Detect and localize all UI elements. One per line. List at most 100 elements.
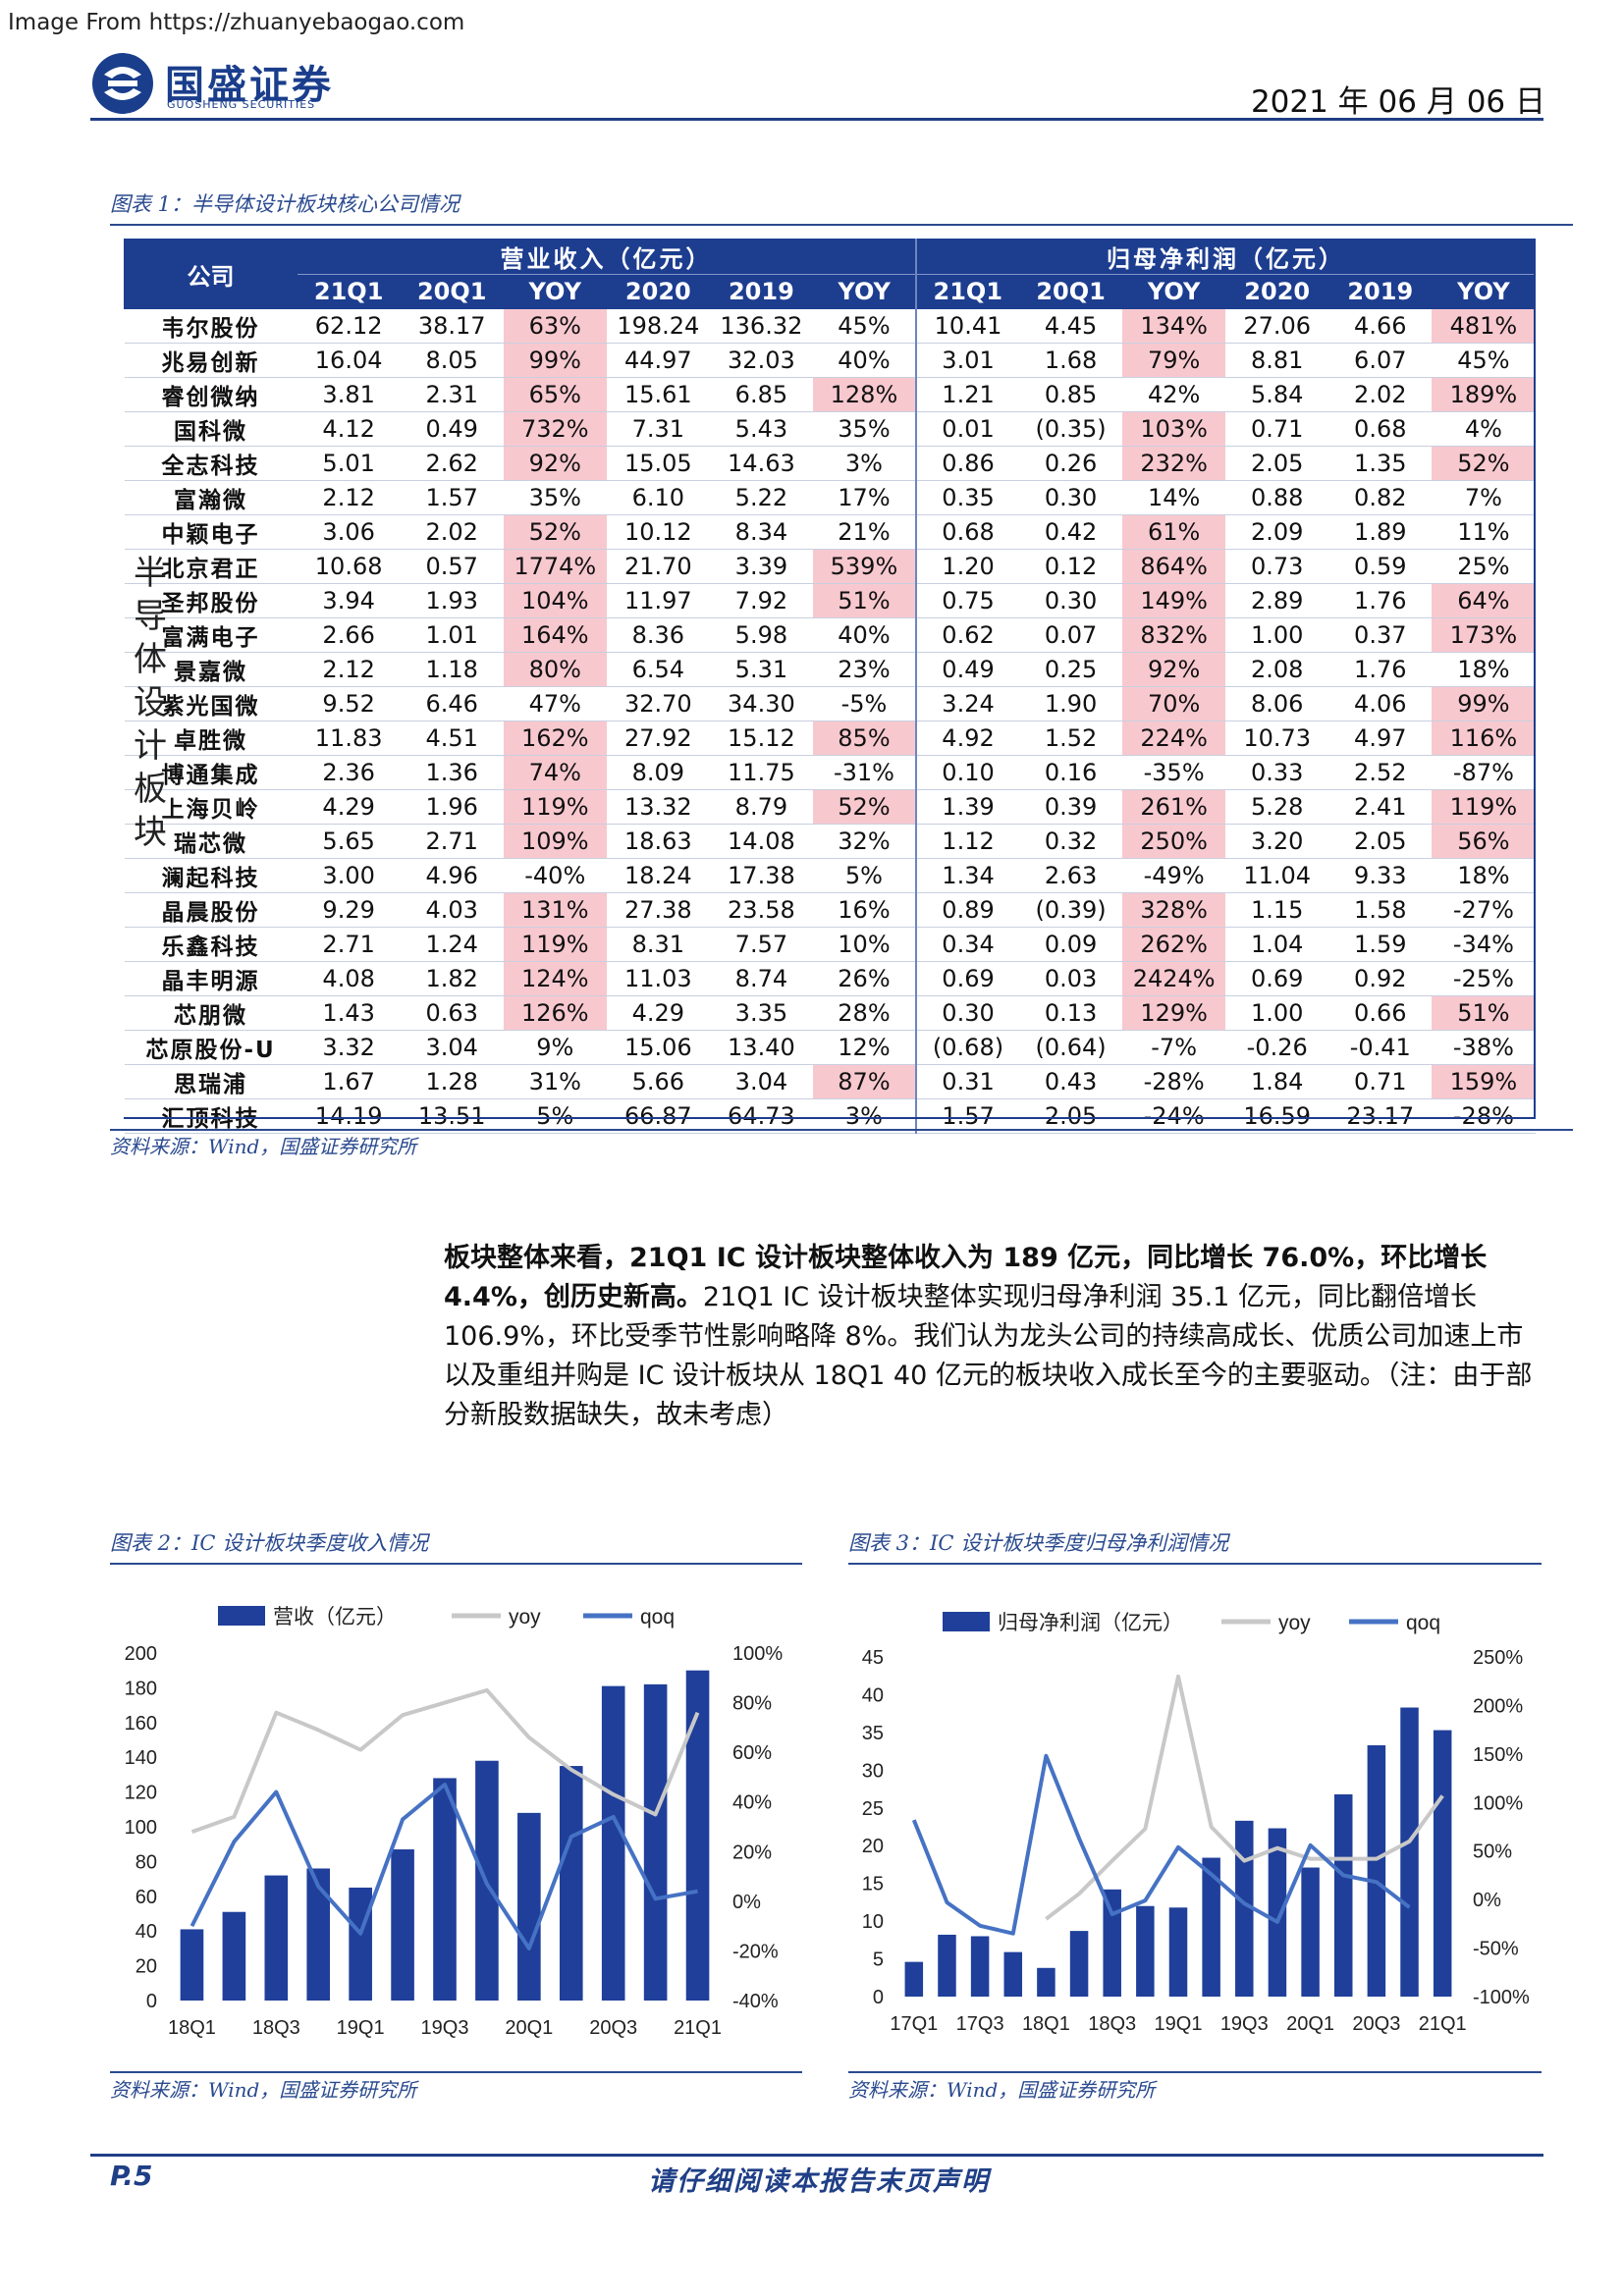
table-row: 博通集成 2.36 1.36 74% 8.09 11.75 -31% 0.10 0.16 -35%… — [124, 755, 1536, 790]
table-cell: 1.00 — [1225, 617, 1329, 653]
table-cell: 8.36 — [606, 617, 710, 653]
col-header: YOY — [1431, 274, 1537, 309]
table-cell: 0.42 — [1019, 514, 1123, 550]
y-left-tick-label: 20 — [862, 1836, 884, 1857]
table-cell: 0.03 — [1019, 961, 1123, 996]
table-cell: 52% — [1432, 446, 1536, 481]
table-cell: 26% — [812, 961, 916, 996]
y-right-tick-label: 150% — [1473, 1744, 1523, 1766]
table-cell: 1.84 — [1225, 1064, 1329, 1099]
company-name: 瑞芯微 — [124, 824, 298, 859]
table-cell: -31% — [812, 755, 916, 790]
y-left-tick-label: 40 — [862, 1684, 884, 1706]
y-left-tick-label: 35 — [862, 1723, 884, 1744]
page-number: P.5 — [110, 2160, 153, 2192]
report-date: 2021 年 06 月 06 日 — [1250, 84, 1545, 120]
bar — [1202, 1857, 1220, 1997]
table-cell: 8.81 — [1225, 343, 1329, 378]
y-right-tick-label: -50% — [1473, 1939, 1519, 1960]
table-cell: 21% — [812, 514, 916, 550]
table-cell: 10.41 — [914, 308, 1020, 344]
table-cell: 4.66 — [1328, 308, 1433, 344]
brand-name-en: GUOSHENG SECURITIES — [167, 98, 316, 111]
table-row: 乐鑫科技 2.71 1.24 119% 8.31 7.57 10% 0.34 0.09 262% 1… — [124, 927, 1536, 962]
table-cell: 1.67 — [297, 1064, 401, 1099]
bar — [643, 1683, 668, 2001]
table-cell: 4.97 — [1328, 721, 1433, 756]
table-cell: 11.04 — [1225, 858, 1329, 893]
table-row: 韦尔股份 62.12 38.17 63% 198.24 136.32 45% 10.41 4.4… — [124, 308, 1536, 344]
table-row: 晶丰明源 4.08 1.82 124% 11.03 8.74 26% 0.69 0.03 2424… — [124, 961, 1536, 996]
table-cell: 0.43 — [1019, 1064, 1123, 1099]
table-row: 芯朋微 1.43 0.63 126% 4.29 3.35 28% 0.30 0.13 129% 1.… — [124, 995, 1536, 1031]
y-left-tick-label: 25 — [862, 1798, 884, 1820]
col-header: 2020 — [1224, 274, 1329, 309]
figure-2-source: 资料来源：Wind，国盛证券研究所 — [110, 2078, 417, 2102]
table-cell: 11% — [1432, 514, 1536, 550]
bar — [349, 1887, 372, 2001]
x-tick-label: 20Q1 — [505, 2017, 553, 2039]
table-cell: 45% — [812, 308, 916, 344]
table-cell: 0.82 — [1328, 480, 1433, 515]
table-cell: 15.12 — [709, 721, 813, 756]
bar — [222, 1911, 246, 2001]
table-cell: 9.29 — [297, 892, 401, 928]
y-right-tick-label: 100% — [732, 1643, 783, 1665]
legend-label: 归母净利润（亿元） — [998, 1612, 1183, 1634]
table-cell: 4.06 — [1328, 686, 1433, 721]
table-cell: 3.39 — [709, 549, 813, 584]
table-cell: 9.33 — [1328, 858, 1433, 893]
guosheng-logo-icon — [92, 53, 153, 114]
disclaimer-note: 请仔细阅读本报告末页声明 — [648, 2166, 990, 2197]
company-name: 晶晨股份 — [124, 892, 298, 928]
table-cell: 99% — [1432, 686, 1536, 721]
y-left-tick-label: 40 — [135, 1921, 157, 1943]
table-row: 富瀚微 2.12 1.57 35% 6.10 5.22 17% 0.35 0.30 14% 0.88… — [124, 480, 1536, 515]
bar — [685, 1670, 710, 2001]
table-cell: 539% — [812, 549, 916, 584]
table-cell: 51% — [812, 583, 916, 618]
table-cell: 18.24 — [606, 858, 710, 893]
table-cell: 13.40 — [709, 1030, 813, 1065]
table-cell: 1.68 — [1019, 343, 1123, 378]
table-cell: 4.45 — [1019, 308, 1123, 344]
table-cell: 11.83 — [297, 721, 401, 756]
x-tick-label: 18Q1 — [168, 2017, 216, 2039]
company-name: 乐鑫科技 — [124, 927, 298, 962]
table-cell: 23% — [812, 652, 916, 687]
table-cell: 18.63 — [606, 824, 710, 859]
table-cell: 3% — [812, 446, 916, 481]
table-cell: 0.71 — [1328, 1064, 1433, 1099]
x-tick-label: 19Q3 — [1220, 2013, 1269, 2035]
table-cell: 0.92 — [1328, 961, 1433, 996]
table-cell: 9.52 — [297, 686, 401, 721]
table-border-bottom — [124, 1117, 1536, 1119]
table-cell: 1.39 — [914, 789, 1020, 825]
table-cell: 3.24 — [914, 686, 1020, 721]
table-cell: 1.20 — [914, 549, 1020, 584]
table-row: 澜起科技 3.00 4.96 -40% 18.24 17.38 5% 1.34 2.63 -49%… — [124, 858, 1536, 893]
table-cell: 1.15 — [1225, 892, 1329, 928]
company-name: 芯原股份-U — [124, 1030, 298, 1065]
table-cell: 2.08 — [1225, 652, 1329, 687]
table-cell: 14% — [1122, 480, 1226, 515]
table-cell: 0.69 — [914, 961, 1020, 996]
table-cell: 3.01 — [914, 343, 1020, 378]
table-cell: 6.10 — [606, 480, 710, 515]
table-cell: 5.28 — [1225, 789, 1329, 825]
line-yoy — [190, 1687, 700, 1834]
table-cell: 10.73 — [1225, 721, 1329, 756]
table-cell: 80% — [503, 652, 607, 687]
legend-label: yoy — [509, 1606, 541, 1629]
company-name: 紫光国微 — [124, 686, 298, 721]
bar — [264, 1875, 289, 2001]
col-header: YOY — [1121, 274, 1226, 309]
table-cell: 62.12 — [297, 308, 401, 344]
table-cell: 40% — [812, 343, 916, 378]
table-cell: 2.12 — [297, 480, 401, 515]
table-cell: 136.32 — [709, 308, 813, 344]
table-cell: 13.32 — [606, 789, 710, 825]
table-cell: -0.41 — [1328, 1030, 1433, 1065]
y-right-tick-label: 50% — [1473, 1842, 1512, 1863]
y-right-tick-label: 40% — [732, 1792, 772, 1814]
